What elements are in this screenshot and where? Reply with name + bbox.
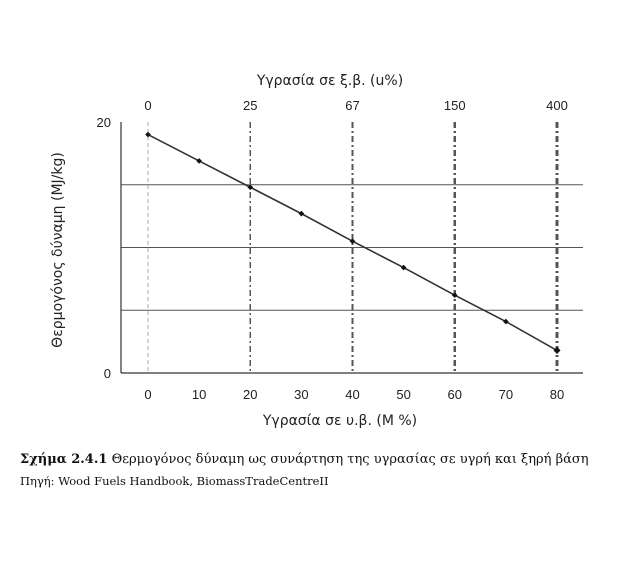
top-tick-labels: 0 25 67 150 400 — [144, 98, 567, 113]
figure-number: Σχήμα 2.4.1 — [20, 452, 108, 467]
data-points — [145, 131, 561, 354]
data-point-2 — [196, 158, 202, 164]
data-point-3 — [247, 184, 254, 191]
x-tick-labels: 0 10 20 30 40 50 60 70 80 — [144, 387, 564, 402]
data-point-4 — [298, 210, 305, 217]
x-axis-title: Υγρασία σε υ.β. (Μ %) — [262, 413, 417, 429]
top-tick-label-25: 25 — [243, 98, 257, 113]
x-tick-label-40: 40 — [345, 387, 359, 402]
x-tick-label-20: 20 — [243, 387, 257, 402]
y-tick-label-0: 0 — [104, 366, 111, 381]
data-point-7 — [451, 292, 458, 299]
data-point-1 — [145, 131, 151, 138]
x-tick-label-80: 80 — [550, 387, 564, 402]
x-tick-label-0: 0 — [144, 387, 151, 402]
data-point-8 — [503, 318, 509, 325]
top-tick-label-67: 67 — [345, 98, 359, 113]
x-tick-label-50: 50 — [396, 387, 410, 402]
top-axis-title: Υγρασία σε ξ.β. (u%) — [256, 73, 403, 89]
horizontal-gridlines — [121, 184, 583, 311]
figure-source: Πηγή: Wood Fuels Handbook, BiomassTradeC… — [20, 474, 329, 488]
x-tick-label-10: 10 — [192, 387, 206, 402]
top-tick-label-0: 0 — [144, 98, 151, 113]
top-tick-label-150: 150 — [444, 98, 466, 113]
y-tick-labels: 0 20 — [97, 115, 111, 381]
data-point-5 — [349, 238, 356, 245]
y-tick-label-20: 20 — [97, 115, 111, 130]
data-point-9 — [553, 346, 561, 354]
figure-caption: Σχήμα 2.4.1 Θερμογόνος δύναμη ως συνάρτη… — [20, 452, 630, 467]
x-tick-label-70: 70 — [499, 387, 513, 402]
x-tick-label-30: 30 — [294, 387, 308, 402]
x-tick-label-60: 60 — [448, 387, 462, 402]
data-point-6 — [400, 264, 407, 271]
top-tick-label-400: 400 — [546, 98, 568, 113]
figure-caption-text: Θερμογόνος δύναμη ως συνάρτηση της υγρασ… — [111, 452, 589, 467]
y-axis-title: Θερμογόνος δύναμη (MJ/kg) — [50, 152, 66, 348]
axes — [120, 122, 583, 374]
